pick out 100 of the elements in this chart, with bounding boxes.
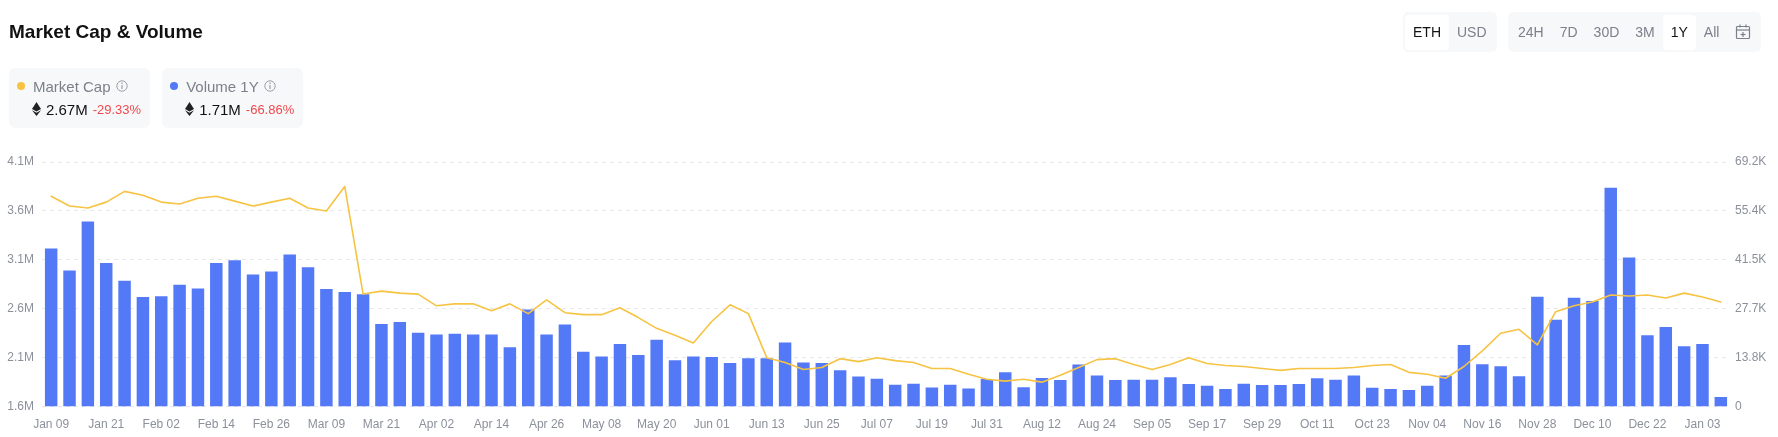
- bar: [1384, 388, 1397, 407]
- bar: [577, 351, 590, 407]
- bar: [1182, 383, 1195, 407]
- bar: [1237, 383, 1251, 407]
- x-tick-label: Sep 17: [1188, 417, 1227, 432]
- y2-tick-label: 0: [1735, 398, 1742, 413]
- x-tick-label: May 20: [636, 417, 677, 432]
- bar: [210, 263, 223, 407]
- x-tick-label: Jan 21: [88, 417, 125, 432]
- x-tick-label: May 08: [581, 417, 622, 432]
- bar: [1641, 335, 1654, 407]
- bar: [705, 357, 718, 407]
- bar: [797, 362, 810, 407]
- bar: [1549, 319, 1562, 407]
- x-tick-label: Dec 22: [1628, 417, 1667, 432]
- y2-tick-label: 41.5K: [1735, 252, 1767, 267]
- bar: [962, 388, 975, 407]
- text: 3M: [1627, 14, 1663, 50]
- x-tick-label: Apr 26: [528, 417, 565, 432]
- bar: [99, 263, 113, 407]
- bar: [1145, 379, 1159, 407]
- legend-label: Market Cap: [33, 77, 111, 95]
- text: -66.86%: [245, 101, 295, 117]
- y-tick-label: 2.6M: [7, 301, 34, 316]
- bar: [999, 372, 1012, 407]
- bar: [430, 334, 443, 407]
- chart-title: Market Cap & Volume: [9, 20, 203, 43]
- bar: [852, 376, 865, 407]
- bar: [632, 354, 645, 407]
- bar: [136, 297, 150, 407]
- bar: [1054, 380, 1067, 407]
- bar: [1292, 383, 1306, 407]
- bar: [1255, 385, 1269, 407]
- bar: [778, 342, 792, 407]
- bar: [338, 292, 351, 407]
- x-tick-label: Jun 25: [803, 417, 841, 432]
- bar: [1310, 378, 1324, 407]
- bar: [1127, 379, 1140, 407]
- bar: [687, 356, 700, 407]
- x-tick-label: Jul 19: [915, 417, 949, 432]
- bar: [1219, 388, 1232, 407]
- x-tick-label: Aug 24: [1077, 417, 1117, 432]
- bar: [155, 296, 168, 407]
- x-tick-label: Jul 31: [970, 417, 1004, 432]
- bar: [1439, 375, 1452, 407]
- x-tick-label: Jun 13: [748, 417, 786, 432]
- bar: [1494, 366, 1507, 407]
- bar: [1677, 346, 1691, 407]
- bar: [173, 284, 186, 407]
- bar: [375, 323, 388, 407]
- bar: [1512, 376, 1526, 407]
- bar: [540, 334, 553, 407]
- x-tick-label: Mar 09: [307, 417, 346, 432]
- legend-label: Volume 1Y: [186, 77, 259, 95]
- y-tick-label: 4.1M: [7, 154, 34, 169]
- bar: [191, 288, 205, 407]
- x-tick-label: Aug 12: [1022, 417, 1062, 432]
- bar: [907, 383, 920, 407]
- x-tick-label: Mar 21: [362, 417, 401, 432]
- bar: [1072, 364, 1085, 407]
- bar: [1200, 385, 1214, 407]
- bar: [1017, 387, 1030, 407]
- bar: [1586, 300, 1599, 407]
- bar: [1604, 187, 1617, 407]
- bar: [1476, 364, 1489, 407]
- bar: [1421, 385, 1434, 407]
- bar: [1329, 379, 1342, 407]
- bar: [1567, 297, 1581, 407]
- bar: [411, 332, 425, 407]
- text: 2.67M: [46, 100, 88, 118]
- text: 24H: [1510, 14, 1552, 50]
- bar: [1659, 327, 1673, 407]
- x-tick-label: Apr 02: [418, 417, 455, 432]
- bar: [1622, 257, 1636, 407]
- bar: [980, 379, 994, 407]
- bar: [723, 363, 737, 407]
- bar: [1365, 387, 1379, 407]
- bar: [118, 280, 131, 407]
- bar: [356, 294, 370, 407]
- bar: [521, 309, 535, 407]
- bar: [466, 334, 480, 407]
- bar: [613, 344, 627, 407]
- bar: [925, 387, 939, 407]
- text: 1Y: [1662, 14, 1696, 50]
- bar: [503, 347, 517, 407]
- x-tick-label: Oct 11: [1299, 417, 1335, 432]
- text: 1.71M: [199, 100, 241, 118]
- bar: [301, 267, 315, 407]
- y-tick-label: 1.6M: [7, 398, 34, 413]
- x-tick-label: Jan 09: [33, 417, 70, 432]
- y2-tick-label: 55.4K: [1735, 203, 1767, 218]
- bar: [44, 248, 58, 407]
- x-tick-label: Feb 26: [252, 417, 291, 432]
- bar: [1164, 377, 1177, 407]
- bar: [393, 322, 407, 407]
- x-tick-label: Dec 10: [1573, 417, 1612, 432]
- x-tick-label: Jan 03: [1684, 417, 1721, 432]
- x-tick-label: Nov 16: [1463, 417, 1502, 432]
- bar: [742, 358, 755, 407]
- bar: [1347, 375, 1361, 407]
